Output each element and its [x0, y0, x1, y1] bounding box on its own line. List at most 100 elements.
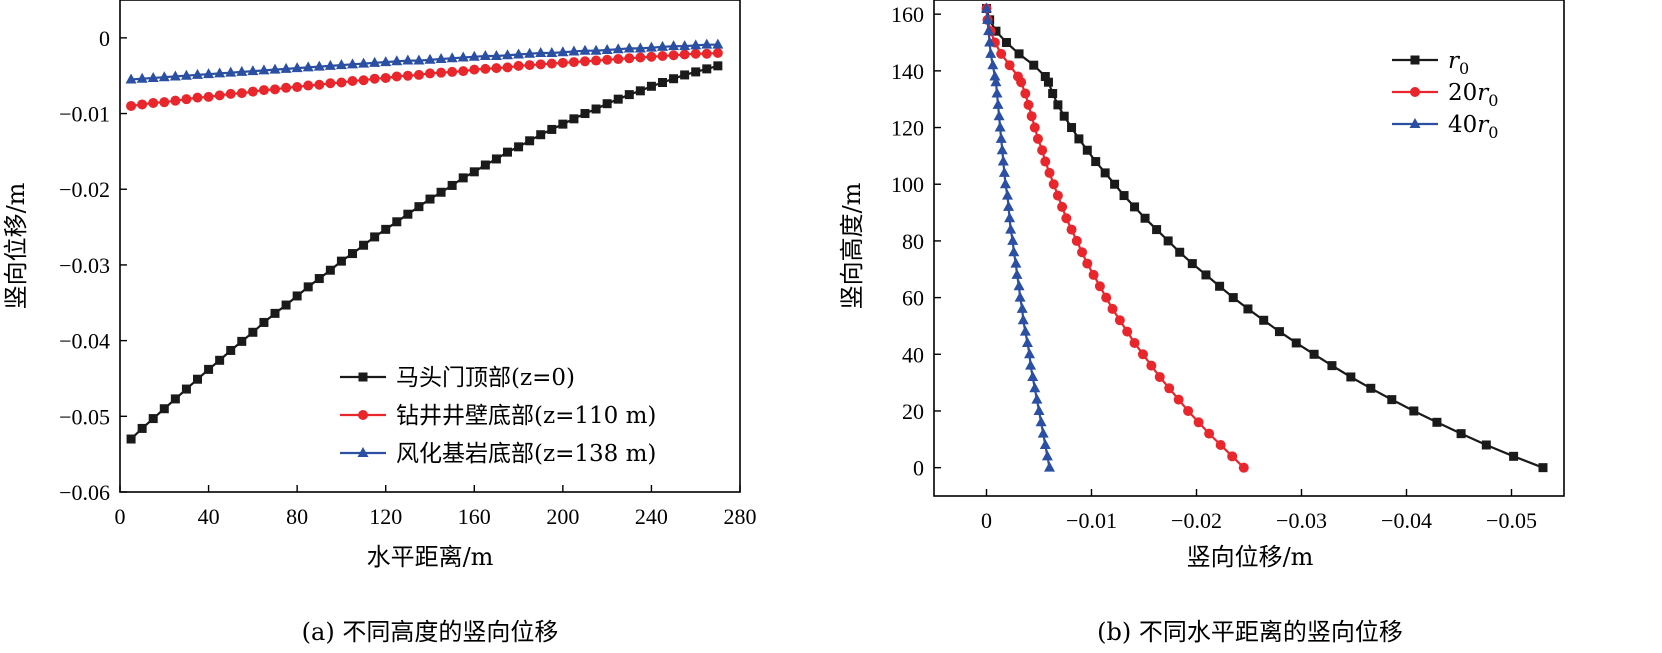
data-point — [159, 97, 170, 108]
data-point — [1238, 462, 1249, 473]
data-point — [999, 178, 1011, 189]
data-point — [702, 64, 712, 74]
data-point — [1021, 336, 1033, 347]
data-point — [580, 56, 590, 67]
x-tick-label: 120 — [369, 504, 402, 529]
x-tick-label: −0.03 — [1276, 508, 1327, 533]
data-point — [991, 87, 1003, 98]
data-point — [579, 44, 591, 55]
data-point — [1001, 38, 1011, 48]
data-point — [1059, 111, 1069, 121]
data-point — [170, 95, 181, 106]
data-point — [1201, 270, 1211, 280]
data-point — [1327, 361, 1337, 371]
legend-label: 40r0 — [1448, 112, 1498, 142]
data-point — [1014, 291, 1026, 302]
y-tick-label: 160 — [891, 2, 924, 27]
data-point — [347, 58, 358, 69]
data-point — [491, 63, 502, 74]
data-point — [1044, 167, 1055, 178]
data-point — [513, 60, 524, 71]
data-point — [425, 194, 435, 204]
data-point — [1481, 440, 1491, 450]
data-point — [302, 61, 314, 72]
data-point — [148, 97, 159, 108]
data-point — [1043, 77, 1053, 87]
data-point — [1011, 268, 1023, 279]
data-point — [1017, 314, 1029, 325]
data-point — [981, 2, 992, 13]
data-point — [535, 59, 546, 70]
data-point — [1037, 145, 1048, 156]
chart-b-caption: (b) 不同水平距离的竖向位移 — [1097, 618, 1403, 646]
series-square — [982, 4, 1548, 473]
data-point — [281, 82, 292, 93]
data-point — [381, 224, 391, 234]
data-point — [1114, 315, 1125, 326]
data-point — [147, 71, 159, 82]
data-point — [391, 71, 402, 82]
data-point — [1387, 395, 1397, 405]
data-point — [1005, 223, 1017, 234]
data-point — [159, 404, 169, 414]
data-point — [1066, 224, 1077, 235]
data-point — [1163, 236, 1173, 246]
x-tick-label: 280 — [724, 504, 757, 529]
data-point — [1140, 213, 1150, 223]
data-point — [236, 88, 247, 99]
data-point — [479, 50, 491, 61]
chart-a-legend: 马头门顶部(z=0) 钻井井壁底部(z=110 m) 风化基岩底部(z=138 m) — [340, 365, 656, 467]
legend-label: 20r0 — [1448, 80, 1498, 110]
data-point — [292, 291, 302, 301]
data-point — [1122, 326, 1133, 337]
data-point — [1048, 89, 1058, 99]
x-tick-label: −0.01 — [1066, 508, 1117, 533]
data-point — [203, 91, 214, 102]
data-point — [193, 374, 202, 384]
data-point — [1061, 213, 1072, 224]
y-tick-label: −0.06 — [59, 480, 110, 505]
data-point — [987, 59, 999, 70]
data-point — [536, 130, 546, 140]
data-point — [126, 100, 137, 111]
data-point — [1033, 404, 1045, 415]
data-point — [1003, 200, 1015, 211]
data-point — [325, 78, 336, 89]
data-point — [259, 317, 269, 327]
chart-a-ticks: 0 40 80 120 160 200 240 280 0 −0.01 −0.02 −0.03 −0.0… — [59, 26, 756, 529]
data-point — [991, 26, 1001, 36]
series-line — [985, 8, 1245, 469]
data-point — [690, 48, 701, 59]
data-point — [336, 256, 346, 266]
data-point — [1040, 156, 1051, 167]
data-point — [270, 84, 280, 95]
data-point — [1215, 439, 1226, 450]
x-tick-label: −0.04 — [1381, 508, 1432, 533]
data-point — [1137, 349, 1148, 360]
data-point — [985, 47, 997, 58]
data-point — [1215, 281, 1225, 291]
data-point — [247, 86, 258, 97]
series-triangle — [125, 38, 724, 84]
x-tick-label: −0.02 — [1171, 508, 1222, 533]
data-point — [402, 54, 414, 65]
data-point — [313, 60, 325, 71]
data-point — [1016, 302, 1028, 313]
data-point — [691, 67, 701, 77]
data-point — [291, 62, 303, 73]
data-point — [679, 49, 690, 60]
data-point — [1509, 451, 1519, 461]
data-point — [984, 36, 996, 47]
data-point — [369, 56, 381, 67]
data-point — [546, 58, 557, 69]
data-point — [1008, 246, 1020, 257]
data-point — [204, 364, 214, 374]
data-point — [1082, 258, 1093, 269]
data-point — [502, 62, 513, 73]
data-point — [369, 73, 380, 84]
data-point — [1057, 201, 1068, 212]
legend-label: 钻井井壁底部(z=110 m) — [396, 403, 656, 429]
data-point — [635, 86, 645, 96]
legend-marker — [358, 372, 368, 382]
data-point — [1025, 359, 1037, 370]
